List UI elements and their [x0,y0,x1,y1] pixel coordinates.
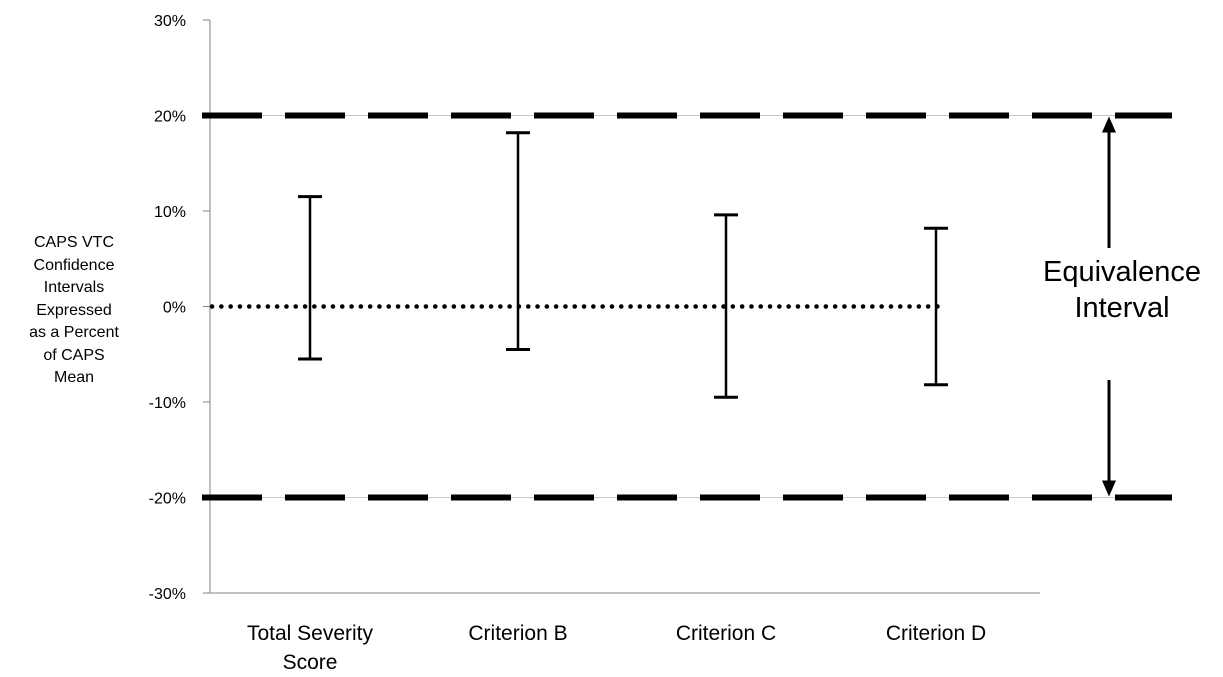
y-tick-label: 10% [154,204,186,221]
y-tick-label: 0% [163,300,186,317]
x-category-label: Criterion C [676,622,776,645]
x-category-label: Criterion B [468,622,567,645]
arrow-down-head [1102,480,1116,497]
x-category-label: Total Severity [247,622,374,645]
y-axis-label-line: Mean [53,369,95,386]
y-axis-label-line: Confidence [33,256,115,274]
y-axis-label: CAPS VTC Confidence Intervals Expressed as a… [0,232,148,390]
x-category-label: Criterion D [886,622,986,645]
y-axis-label-line: Intervals [43,279,105,296]
y-axis-label-line: CAPS VTC [33,234,114,251]
equivalence-interval-label: Equivalence Interval [1022,254,1222,326]
y-axis-label-line: as a Percent [29,324,119,341]
equivalence-label-line: Interval [1074,292,1170,324]
y-tick-label: -10% [149,395,186,412]
equivalence-label-line: Equivalence [1043,256,1201,288]
x-category-label: Score [283,651,338,674]
y-tick-label: 30% [154,13,186,30]
arrow-up-head [1102,116,1116,133]
y-tick-label: -20% [149,491,186,508]
y-axis-label-line: of CAPS [43,346,105,364]
y-tick-label: 20% [154,109,186,126]
y-axis-label-line: Expressed [36,301,112,319]
y-tick-label: -30% [149,586,186,603]
